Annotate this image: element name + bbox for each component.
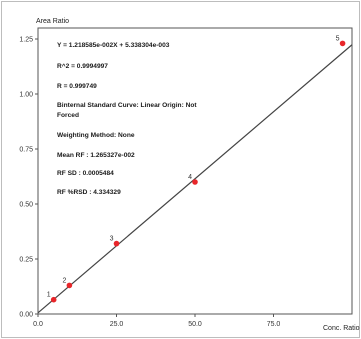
x-tick-label: 75.0	[267, 321, 281, 328]
x-axis-title: Conc. Ratio	[323, 325, 360, 332]
data-point-label: 5	[336, 35, 340, 42]
annotation-line: Forced	[57, 112, 79, 119]
plot-area	[37, 27, 353, 315]
x-axis-ticks: 0.0 25.0 50.0 75.0	[33, 314, 280, 328]
regression-line-layer	[37, 44, 353, 314]
y-tick-label: 0.50	[19, 202, 33, 209]
data-point-label: 3	[110, 236, 114, 243]
y-tick-label: 0.25	[19, 257, 33, 264]
data-point-label: 1	[47, 292, 51, 299]
annotation-line: RF SD : 0.0005484	[57, 170, 114, 177]
x-tick-label: 0.0	[33, 321, 43, 328]
annotation-line: Binternal Standard Curve: Linear Origin:…	[57, 102, 197, 109]
data-point	[66, 282, 73, 289]
y-tick-label: 1.25	[19, 37, 33, 44]
data-point-label: 4	[188, 174, 192, 181]
x-tick-label: 50.0	[188, 321, 202, 328]
y-tick-label: 0.75	[19, 147, 33, 154]
y-axis-ticks: 0.00 0.25 0.50 0.75 1.00 1.25	[19, 37, 38, 319]
data-point-label: 2	[62, 277, 66, 284]
data-point	[113, 240, 120, 247]
annotation-line: Weighting Method: None	[57, 132, 135, 139]
x-tick-label: 25.0	[110, 321, 124, 328]
annotation-line: R = 0.999749	[57, 83, 97, 90]
y-axis-title: Area Ratio	[36, 18, 69, 25]
annotation-line: R^2 = 0.9994997	[57, 62, 108, 70]
annotation-line: RF %RSD : 4.334329	[57, 189, 121, 196]
data-point	[192, 179, 198, 185]
annotation-line: Y = 1.218585e-002X + 5.338304e-003	[57, 42, 170, 49]
data-points-layer: 1 2 3 4 5	[47, 35, 346, 303]
equation-annotations: Y = 1.218585e-002X + 5.338304e-003 R^2 = …	[57, 42, 197, 196]
annotation-line: Mean RF : 1.265327e-002	[57, 152, 135, 159]
data-point	[50, 296, 57, 303]
data-point	[339, 40, 346, 47]
y-tick-label: 1.00	[19, 92, 33, 99]
y-tick-label: 0.00	[19, 312, 33, 319]
regression-line	[37, 44, 353, 314]
